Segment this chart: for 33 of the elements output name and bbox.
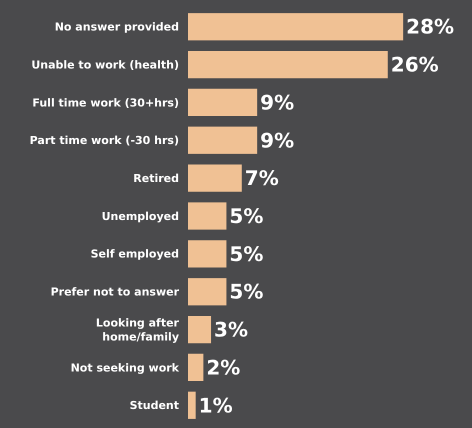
bar [188, 392, 196, 419]
bar [188, 240, 226, 268]
y-tick-label: Not seeking work [70, 361, 180, 374]
y-tick-label: No answer provided [54, 20, 179, 34]
bar [188, 50, 388, 78]
y-tick-label: Unemployed [102, 210, 179, 223]
bar [188, 13, 404, 40]
y-tick-label: Part time work (-30 hrs) [30, 134, 179, 148]
data-label: 7% [244, 166, 279, 190]
bar [188, 316, 212, 344]
y-tick-label: Looking after home/family [96, 316, 180, 344]
y-tick-label: Self employed [90, 248, 179, 261]
data-label: 5% [229, 204, 264, 228]
data-label: 3% [214, 318, 248, 342]
data-label: 2% [206, 355, 240, 380]
bar [188, 354, 204, 382]
bar [188, 126, 258, 154]
y-tick-label: Full time work (30+hrs) [32, 96, 179, 110]
data-label: 1% [198, 393, 233, 418]
bar [188, 278, 226, 306]
bar [188, 88, 258, 116]
y-tick-label: Unable to work (health) [31, 58, 179, 72]
bar [188, 202, 226, 230]
y-tick-label: Student [130, 399, 179, 412]
data-label: 9% [260, 90, 294, 114]
data-label: 28% [406, 14, 454, 39]
bar [188, 164, 242, 192]
data-label: 5% [229, 280, 264, 304]
y-tick-label: Retired [133, 172, 179, 185]
data-label: 5% [229, 242, 264, 266]
y-tick-label: Prefer not to answer [50, 286, 180, 299]
data-label: 26% [390, 52, 439, 77]
data-label: 9% [260, 128, 294, 152]
